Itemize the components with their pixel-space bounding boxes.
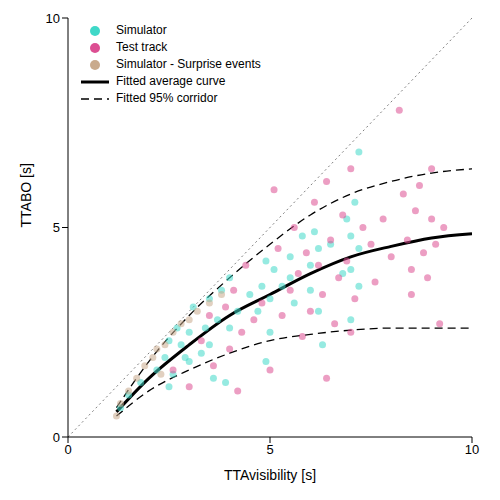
svg-text:5: 5 [53,220,60,235]
svg-text:TTAvisibility [s]: TTAvisibility [s] [224,467,316,483]
svg-text:0: 0 [53,430,60,445]
svg-text:10: 10 [465,442,479,457]
html-text:Simulator - Surprise events: Simulator - Surprise events [116,57,261,71]
html-text:Test track: Test track [116,40,168,54]
html-text:Simulator: Simulator [116,23,167,37]
svg-text:10: 10 [46,11,60,26]
svg-text:5: 5 [266,442,273,457]
html-text:Fitted average curve: Fitted average curve [116,74,226,88]
svg-text:0: 0 [64,442,71,457]
html-text:Fitted 95% corridor: Fitted 95% corridor [116,91,218,105]
svg-text:TTABO [s]: TTABO [s] [18,163,34,227]
